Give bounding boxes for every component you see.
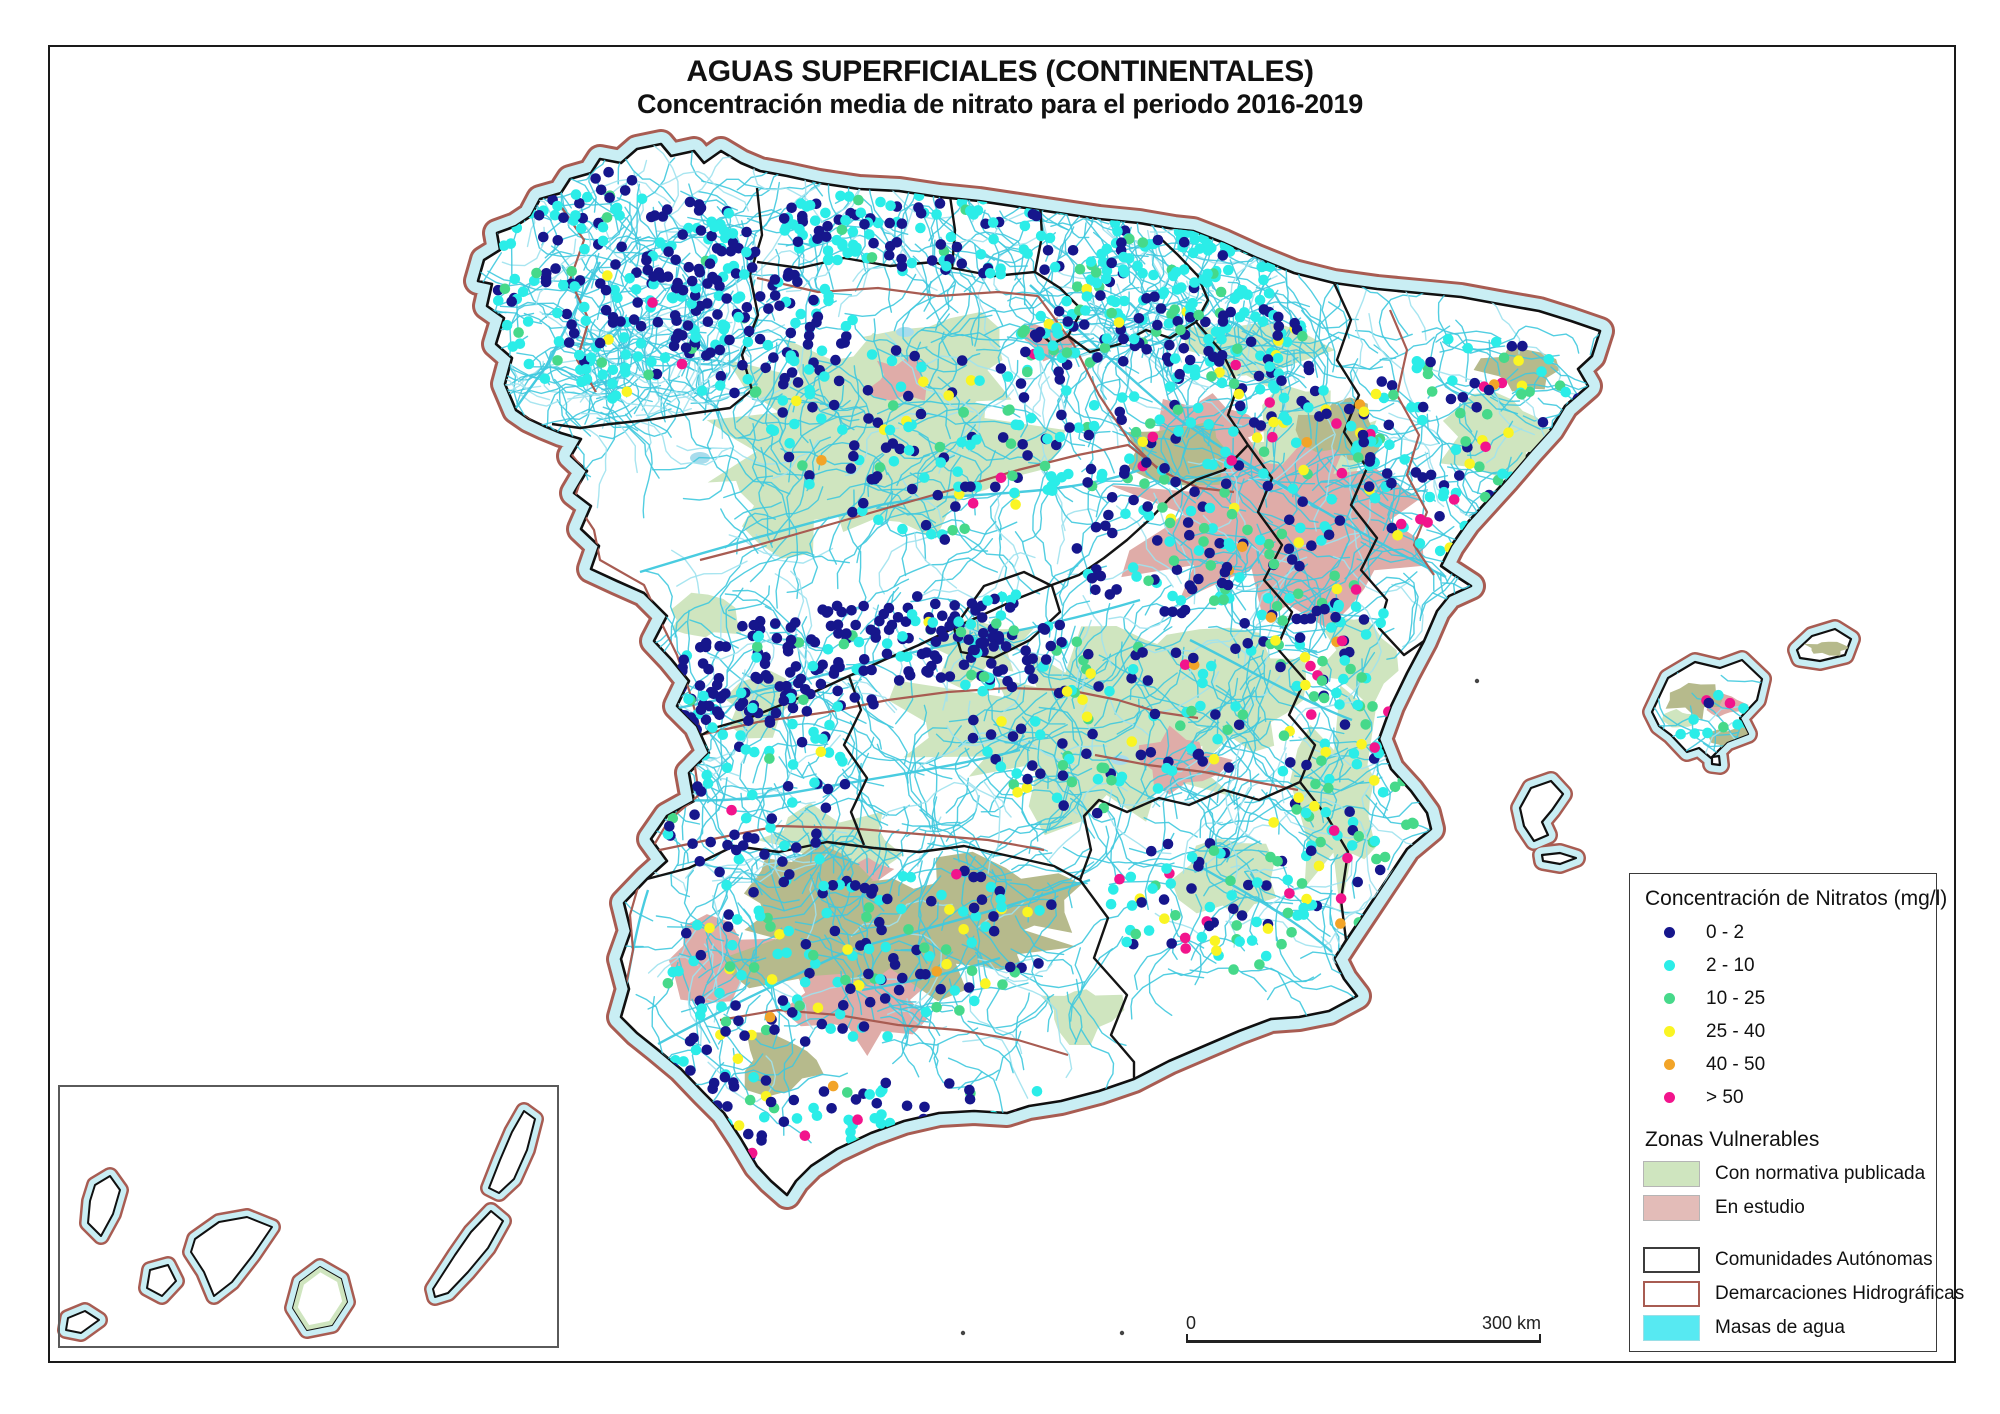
zone-color-swatch (1643, 1161, 1700, 1187)
legend-boundary-label: Comunidades Autónomas (1715, 1249, 1933, 1270)
legend-class-row: > 50 (1630, 1081, 1936, 1114)
legend-class-row: 40 - 50 (1630, 1048, 1936, 1081)
gran-canaria-zone-fringe (288, 1261, 352, 1333)
hydrographic-demarcation-borders (523, 204, 1435, 1057)
scale-start-label: 0 (1186, 1313, 1197, 1333)
legend-class-label: 25 - 40 (1706, 1020, 1766, 1042)
monitoring-station-dots (492, 166, 1751, 1170)
scale-bar-line (1186, 1333, 1541, 1343)
map-title: AGUAS SUPERFICIALES (CONTINENTALES) Conc… (0, 54, 2000, 121)
class-color-dot (1664, 1026, 1675, 1037)
page-frame (48, 45, 1956, 1363)
class-color-dot (1664, 960, 1675, 971)
legend-nitrates-title: Concentración de Nitratos (mg/l) (1645, 887, 1948, 910)
offshore-islets (960, 678, 1480, 1336)
legend-class-list: 0 - 2 2 - 10 10 - 25 25 - 40 40 - 50 > 50 (1630, 916, 1936, 1114)
legend-zones-title: Zonas Vulnerables (1645, 1128, 1820, 1151)
legend-class-row: 0 - 2 (1630, 916, 1936, 949)
legend-boundary-label: Masas de agua (1715, 1317, 1845, 1338)
legend-zone-label: En estudio (1715, 1197, 1805, 1218)
canary-islands-land (65, 1110, 536, 1334)
zone-color-swatch (1643, 1195, 1700, 1221)
class-color-dot (1664, 993, 1675, 1004)
legend-boundary-row: Masas de agua (1630, 1311, 1936, 1345)
legend-class-label: 10 - 25 (1706, 987, 1766, 1009)
legend-class-label: 0 - 2 (1706, 921, 1745, 943)
legend-zone-list: Con normativa publicada En estudio (1630, 1157, 1936, 1225)
legend-zone-row: En estudio (1630, 1191, 1936, 1225)
legend-class-label: 40 - 50 (1706, 1053, 1766, 1075)
boundary-style-swatch (1643, 1247, 1700, 1273)
class-color-dot (1664, 927, 1675, 938)
class-color-dot (1664, 1092, 1675, 1103)
legend-class-label: 2 - 10 (1706, 954, 1755, 976)
legend-boundary-row: Demarcaciones Hidrográficas (1630, 1277, 1964, 1311)
boundary-style-swatch (1643, 1281, 1700, 1307)
class-color-dot (1664, 1059, 1675, 1070)
legend-class-row: 10 - 25 (1630, 982, 1936, 1015)
legend-boundary-label: Demarcaciones Hidrográficas (1715, 1283, 1965, 1304)
legend-class-label: > 50 (1706, 1086, 1744, 1108)
legend-zone-label: Con normativa publicada (1715, 1163, 1926, 1184)
legend-boundary-row: Comunidades Autónomas (1630, 1243, 1936, 1277)
canary-islands-inset-frame (58, 1085, 559, 1348)
legend-class-row: 2 - 10 (1630, 949, 1936, 982)
legend-boundary-list: Comunidades Autónomas Demarcaciones Hidro… (1630, 1243, 1964, 1345)
legend-class-row: 25 - 40 (1630, 1015, 1936, 1048)
boundary-style-swatch (1643, 1315, 1700, 1341)
scale-bar: 0 300 km (1186, 1313, 1541, 1343)
scale-bar-labels: 0 300 km (1186, 1313, 1541, 1334)
legend-zone-row: Con normativa publicada (1630, 1157, 1936, 1191)
title-line-2: Concentración media de nitrato para el p… (637, 89, 1363, 120)
scale-end-label: 300 km (1481, 1313, 1541, 1333)
title-line-1: AGUAS SUPERFICIALES (CONTINENTALES) (686, 55, 1314, 88)
legend-panel: Concentración de Nitratos (mg/l) 0 - 2 2 … (1629, 873, 1964, 1352)
